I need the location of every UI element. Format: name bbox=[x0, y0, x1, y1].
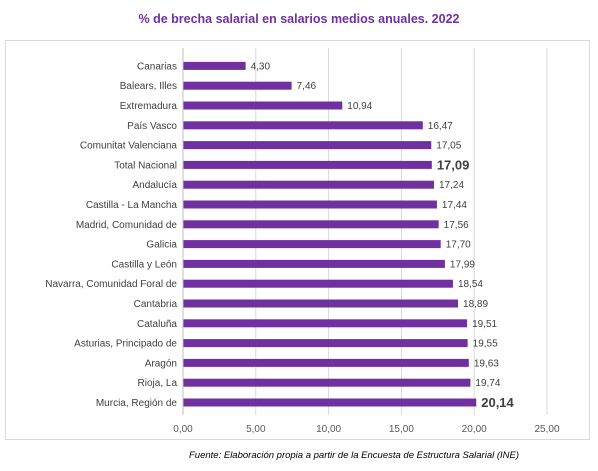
x-tick-label: 15,00 bbox=[389, 424, 414, 435]
bar bbox=[183, 180, 435, 189]
category-label: Madrid, Comunidad de bbox=[76, 220, 178, 231]
value-label: 10,94 bbox=[347, 101, 372, 112]
category-label: Asturias, Principado de bbox=[74, 339, 177, 350]
category-label: Andalucía bbox=[133, 180, 178, 191]
x-tick-label: 5,00 bbox=[246, 424, 266, 435]
chart-frame: 0,00 5,00 10,00 15,00 20,00 25,00 Canarias 4,30… bbox=[5, 40, 590, 440]
category-label: Galicia bbox=[146, 240, 177, 251]
category-label: Murcia, Región de bbox=[96, 398, 178, 409]
bar bbox=[183, 200, 437, 209]
value-label: 16,47 bbox=[428, 121, 453, 132]
value-label: 17,24 bbox=[439, 180, 464, 191]
value-label: 7,46 bbox=[297, 81, 317, 92]
category-label: Balears, Illes bbox=[120, 81, 177, 92]
x-tick-label: 10,00 bbox=[316, 424, 341, 435]
value-label: 19,74 bbox=[475, 378, 500, 389]
bar bbox=[183, 279, 453, 288]
category-label: Aragón bbox=[145, 358, 177, 369]
value-label: 19,51 bbox=[472, 319, 497, 330]
category-label: Castilla - La Mancha bbox=[86, 200, 178, 211]
value-label: 17,44 bbox=[442, 200, 467, 211]
category-label: Canarias bbox=[137, 61, 177, 72]
bar bbox=[183, 339, 468, 348]
bar bbox=[183, 299, 459, 308]
source-note: Fuente: Elaboración propia a partir de l… bbox=[189, 450, 520, 461]
category-label: Cantabria bbox=[134, 299, 178, 310]
bar bbox=[183, 220, 439, 229]
chart-title: % de brecha salarial en salarios medios … bbox=[138, 12, 460, 26]
value-label: 18,54 bbox=[458, 279, 483, 290]
category-label: Navarra, Comunidad Foral de bbox=[45, 279, 177, 290]
category-label: Castilla y León bbox=[111, 259, 177, 270]
value-label: 17,56 bbox=[444, 220, 469, 231]
category-label: Comunitat Valenciana bbox=[80, 141, 178, 152]
x-tick-label: 0,00 bbox=[173, 424, 193, 435]
bar bbox=[183, 160, 432, 169]
bar bbox=[183, 319, 468, 328]
category-label: País Vasco bbox=[127, 121, 177, 132]
value-label: 4,30 bbox=[251, 61, 271, 72]
category-label: Rioja, La bbox=[138, 378, 178, 389]
bar bbox=[183, 101, 343, 110]
bar bbox=[183, 240, 441, 249]
x-tick-label: 25,00 bbox=[534, 424, 559, 435]
value-label: 17,05 bbox=[436, 141, 461, 152]
bar bbox=[183, 121, 423, 130]
bar bbox=[183, 81, 292, 90]
category-label: Cataluña bbox=[137, 319, 177, 330]
bar bbox=[183, 141, 432, 150]
value-label: 18,89 bbox=[463, 299, 488, 310]
bar bbox=[183, 259, 445, 268]
value-label: 19,55 bbox=[473, 339, 498, 350]
category-label: Total Nacional bbox=[114, 160, 177, 171]
bar bbox=[183, 378, 471, 387]
value-label: 20,14 bbox=[481, 395, 514, 410]
value-label: 17,99 bbox=[450, 259, 475, 270]
value-label: 17,70 bbox=[446, 240, 471, 251]
bar bbox=[183, 398, 477, 407]
value-label: 19,63 bbox=[474, 358, 499, 369]
x-tick-label: 20,00 bbox=[462, 424, 487, 435]
bar bbox=[183, 358, 469, 367]
category-label: Extremadura bbox=[120, 101, 178, 112]
bar-chart: 0,00 5,00 10,00 15,00 20,00 25,00 Canarias 4,30… bbox=[45, 48, 560, 435]
bar bbox=[183, 61, 246, 70]
value-label: 17,09 bbox=[437, 157, 470, 172]
